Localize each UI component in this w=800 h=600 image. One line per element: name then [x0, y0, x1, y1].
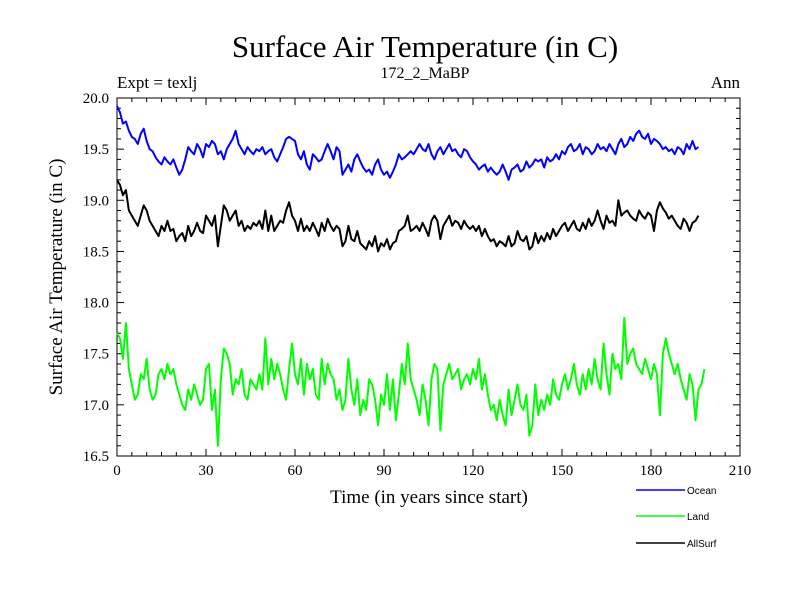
x-tick-label: 60 [288, 463, 303, 479]
y-tick-label: 16.5 [83, 449, 109, 465]
y-tick-label: 19.0 [83, 193, 109, 209]
series-line-allsurf [116, 179, 700, 253]
y-tick-label: 19.5 [83, 142, 109, 158]
x-tick-label: 120 [462, 463, 485, 479]
legend-label-allsurf: AllSurf [687, 539, 717, 550]
x-tick-label: 30 [199, 463, 214, 479]
x-tick-label: 150 [551, 463, 574, 479]
legend-label-ocean: Ocean [687, 486, 716, 497]
x-tick-label: 90 [377, 463, 392, 479]
y-tick-label: 17.0 [83, 398, 109, 414]
y-axis-label: Surface Air Temperature (in C) [46, 159, 67, 396]
series-line-ocean [116, 105, 700, 181]
y-tick-label: 18.0 [83, 296, 109, 312]
period-label: Ann [711, 73, 741, 92]
series-lines [116, 105, 706, 447]
legend: Ocean Land AllSurf [636, 486, 717, 550]
series-line-land [116, 316, 706, 447]
chart-title: Surface Air Temperature (in C) [232, 29, 618, 64]
y-tick-label: 20.0 [83, 91, 109, 107]
chart-subtitle: 172_2_MaBP [381, 65, 470, 82]
x-axis-label: Time (in years since start) [330, 487, 528, 508]
y-tick-label: 18.5 [83, 244, 109, 260]
x-tick-label: 0 [113, 463, 121, 479]
x-tick-label: 180 [640, 463, 663, 479]
x-tick-label: 210 [729, 463, 752, 479]
y-tick-label: 17.5 [83, 347, 109, 363]
legend-label-land: Land [687, 512, 709, 523]
y-axis: 16.5 17.0 17.5 18.0 18.5 19.0 19.5 20.0 [83, 91, 740, 465]
x-axis: 0 30 60 90 120 150 180 210 [113, 98, 751, 479]
experiment-label: Expt = texlj [117, 73, 197, 92]
